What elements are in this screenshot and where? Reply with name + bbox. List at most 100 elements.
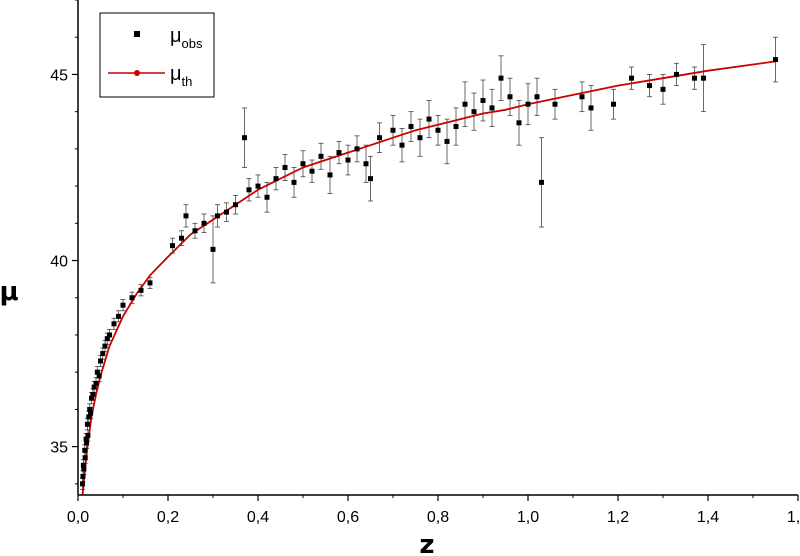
theory-curve bbox=[81, 60, 776, 496]
data-point bbox=[88, 410, 94, 416]
data-point bbox=[242, 135, 247, 141]
data-point bbox=[82, 447, 88, 453]
x-tick-label: 0,2 bbox=[157, 509, 179, 526]
data-point bbox=[390, 127, 396, 133]
data-point bbox=[417, 135, 423, 141]
data-point bbox=[138, 287, 144, 293]
data-point bbox=[368, 176, 373, 182]
data-point bbox=[435, 127, 441, 133]
data-point bbox=[90, 392, 96, 398]
data-point bbox=[224, 209, 229, 215]
data-point bbox=[579, 94, 585, 100]
data-point bbox=[354, 146, 360, 152]
data-point bbox=[489, 105, 495, 111]
data-point bbox=[539, 179, 544, 185]
data-point bbox=[87, 406, 93, 412]
data-point bbox=[471, 109, 477, 115]
data-point bbox=[399, 142, 405, 148]
data-point bbox=[345, 157, 351, 163]
data-point bbox=[246, 187, 252, 193]
data-point bbox=[104, 336, 110, 342]
legend-obs-marker bbox=[134, 31, 140, 37]
y-tick-label: 45 bbox=[50, 67, 68, 84]
data-point bbox=[201, 220, 207, 226]
data-point bbox=[516, 120, 522, 126]
data-point bbox=[98, 358, 103, 364]
data-point bbox=[86, 414, 92, 420]
observed-points bbox=[80, 57, 778, 487]
data-point bbox=[660, 86, 666, 92]
data-point bbox=[91, 384, 97, 390]
x-tick-label: 0,6 bbox=[337, 509, 359, 526]
data-point bbox=[83, 436, 89, 442]
x-tick-label: 1,4 bbox=[697, 509, 719, 526]
legend: μobs μth bbox=[99, 12, 215, 98]
data-point bbox=[647, 83, 652, 89]
data-point bbox=[210, 246, 216, 252]
data-point bbox=[534, 94, 540, 100]
x-axis-title: z bbox=[419, 530, 434, 556]
data-point bbox=[462, 101, 468, 107]
x-tick-label: 0,0 bbox=[67, 509, 89, 526]
legend-box bbox=[99, 12, 215, 98]
data-point bbox=[291, 179, 297, 185]
data-point bbox=[773, 57, 778, 63]
data-point bbox=[426, 116, 432, 122]
data-point bbox=[300, 161, 306, 167]
data-point bbox=[336, 150, 342, 156]
data-point bbox=[89, 395, 94, 401]
data-point bbox=[363, 161, 369, 167]
data-point bbox=[408, 124, 414, 130]
data-point bbox=[107, 332, 112, 338]
data-point bbox=[525, 101, 531, 107]
data-point bbox=[480, 97, 486, 103]
data-point bbox=[273, 176, 279, 182]
x-tick-label: 0,8 bbox=[427, 509, 449, 526]
data-point bbox=[102, 343, 108, 349]
data-point bbox=[498, 75, 504, 81]
data-point bbox=[93, 380, 99, 386]
data-point bbox=[611, 101, 616, 107]
axes: 0,0 0,2 0,4 0,6 0,8 1,0 1,2 1,4 1,6 35 40 45 bbox=[50, 0, 800, 526]
data-point bbox=[84, 421, 90, 427]
data-point bbox=[215, 213, 220, 219]
data-point bbox=[192, 228, 198, 234]
data-point bbox=[377, 135, 382, 141]
data-point bbox=[81, 466, 87, 472]
data-point bbox=[84, 440, 90, 446]
data-point bbox=[147, 280, 153, 286]
data-point bbox=[80, 481, 85, 487]
legend-th-marker bbox=[134, 70, 140, 76]
data-point bbox=[111, 321, 117, 327]
data-point bbox=[309, 168, 315, 174]
data-point bbox=[444, 138, 450, 144]
data-point bbox=[588, 105, 594, 111]
data-point bbox=[80, 473, 86, 479]
x-tick-label: 1,6 bbox=[787, 509, 800, 526]
data-point bbox=[82, 455, 88, 461]
x-tick-label: 1,2 bbox=[607, 509, 629, 526]
errorbars bbox=[80, 36, 778, 490]
plot-area bbox=[80, 36, 778, 496]
x-ticks: 0,0 0,2 0,4 0,6 0,8 1,0 1,2 1,4 1,6 bbox=[67, 495, 800, 526]
y-tick-label: 35 bbox=[50, 440, 68, 457]
data-point bbox=[264, 194, 270, 200]
data-point bbox=[282, 164, 288, 170]
legend-obs-label: μobs bbox=[170, 25, 203, 51]
data-point bbox=[94, 369, 100, 375]
data-point bbox=[629, 75, 634, 81]
data-point bbox=[170, 243, 175, 249]
data-point bbox=[120, 302, 126, 308]
data-point bbox=[692, 75, 697, 81]
data-point bbox=[100, 351, 106, 357]
data-point bbox=[318, 153, 324, 159]
data-point bbox=[255, 183, 261, 189]
y-axis-title: μ bbox=[0, 277, 19, 307]
data-point bbox=[129, 295, 135, 301]
legend-th-label: μth bbox=[170, 63, 192, 89]
data-point bbox=[96, 373, 102, 379]
data-point bbox=[85, 432, 91, 438]
data-point bbox=[701, 75, 706, 81]
y-ticks: 35 40 45 bbox=[50, 0, 78, 485]
